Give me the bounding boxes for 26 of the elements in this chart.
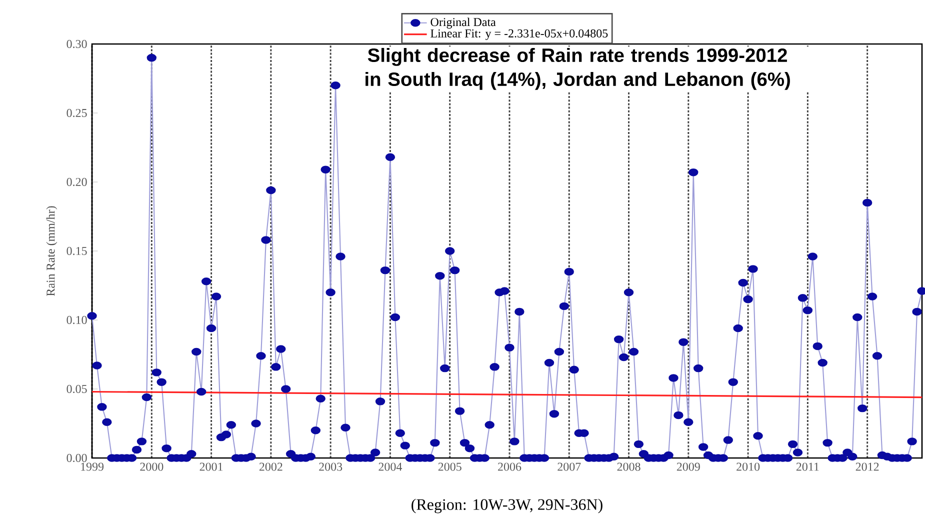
legend-label: Original Data	[430, 18, 496, 29]
y-tick-label: 0.10	[66, 316, 87, 324]
x-tick-label: 2009	[676, 462, 700, 471]
x-tick-label: 2011	[796, 462, 819, 471]
x-tick-label: 2005	[438, 462, 462, 471]
y-tick-label: 0.25	[66, 108, 87, 118]
y-axis-title: Rain Rate (mm/hr)	[46, 206, 58, 296]
x-tick-label: 2000	[140, 462, 164, 471]
x-tick-label: 2008	[617, 462, 640, 471]
y-tick-label: 0.20	[66, 178, 87, 186]
x-tick-label: 2001	[200, 462, 223, 471]
x-tick-label: 1999	[81, 462, 104, 471]
y-tick-label: 0.15	[66, 246, 87, 256]
x-tick-label: 2010	[736, 462, 760, 471]
x-tick-label: 2003	[319, 462, 342, 471]
x-tick-label: 2004	[378, 462, 402, 471]
x-tick-label: 2012	[856, 462, 879, 471]
x-tick-label: 2007	[558, 462, 581, 471]
x-tick-label: 2006	[498, 462, 522, 471]
y-tick-label: 0.30	[66, 40, 87, 48]
y-tick-label: 0.00	[66, 454, 87, 462]
text: Slight decrease of Rain rate trends 1999-2012 in South Iraq (14%), Jordan and Lebanon (6%)	[366, 48, 790, 90]
x-tick-label: 2002	[259, 462, 282, 471]
x-axis-title: (Region: 10W-3W, 29N-36N)	[412, 498, 602, 514]
legend-label: Linear Fit: y = -2.331e-05x+0.04805	[430, 29, 608, 40]
y-tick-label: 0.05	[66, 384, 87, 394]
